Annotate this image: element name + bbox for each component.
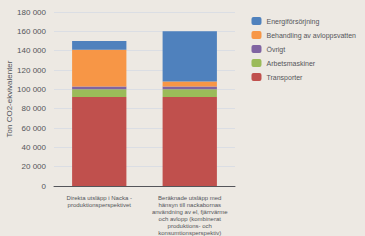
svg-text:användning av el, fjärrvärme: användning av el, fjärrvärme (152, 209, 228, 215)
svg-text:Övrigt: Övrigt (266, 46, 285, 54)
svg-text:hänsyn till nackabornas: hänsyn till nackabornas (158, 202, 221, 208)
svg-text:180 000: 180 000 (17, 8, 46, 17)
svg-text:80 000: 80 000 (22, 104, 47, 113)
svg-text:20 000: 20 000 (22, 162, 47, 171)
svg-text:Energiförsörjning: Energiförsörjning (266, 18, 319, 26)
svg-text:0: 0 (42, 182, 47, 191)
svg-text:160 000: 160 000 (17, 27, 46, 36)
svg-text:60 000: 60 000 (22, 124, 47, 133)
svg-text:Direkta utsläpp i Nacka -: Direkta utsläpp i Nacka - (67, 195, 132, 201)
svg-text:40 000: 40 000 (22, 143, 47, 152)
svg-text:Transporter: Transporter (266, 74, 303, 82)
svg-text:Beräknade utsläpp med: Beräknade utsläpp med (158, 195, 221, 201)
svg-text:140 000: 140 000 (17, 46, 46, 55)
svg-text:Ton CO2-ekvivalenter: Ton CO2-ekvivalenter (5, 60, 14, 137)
svg-text:konsumtionsperspektiv): konsumtionsperspektiv) (158, 230, 221, 236)
svg-text:produktionsperspektivet: produktionsperspektivet (68, 202, 132, 208)
svg-text:120 000: 120 000 (17, 66, 46, 75)
svg-text:Behandling av avloppsvatten: Behandling av avloppsvatten (266, 32, 356, 40)
svg-text:Arbetsmaskiner: Arbetsmaskiner (266, 60, 315, 67)
svg-text:produktions- och: produktions- och (168, 223, 212, 229)
svg-text:och avlopp (kombinerat: och avlopp (kombinerat (159, 216, 222, 222)
svg-text:100 000: 100 000 (17, 85, 46, 94)
